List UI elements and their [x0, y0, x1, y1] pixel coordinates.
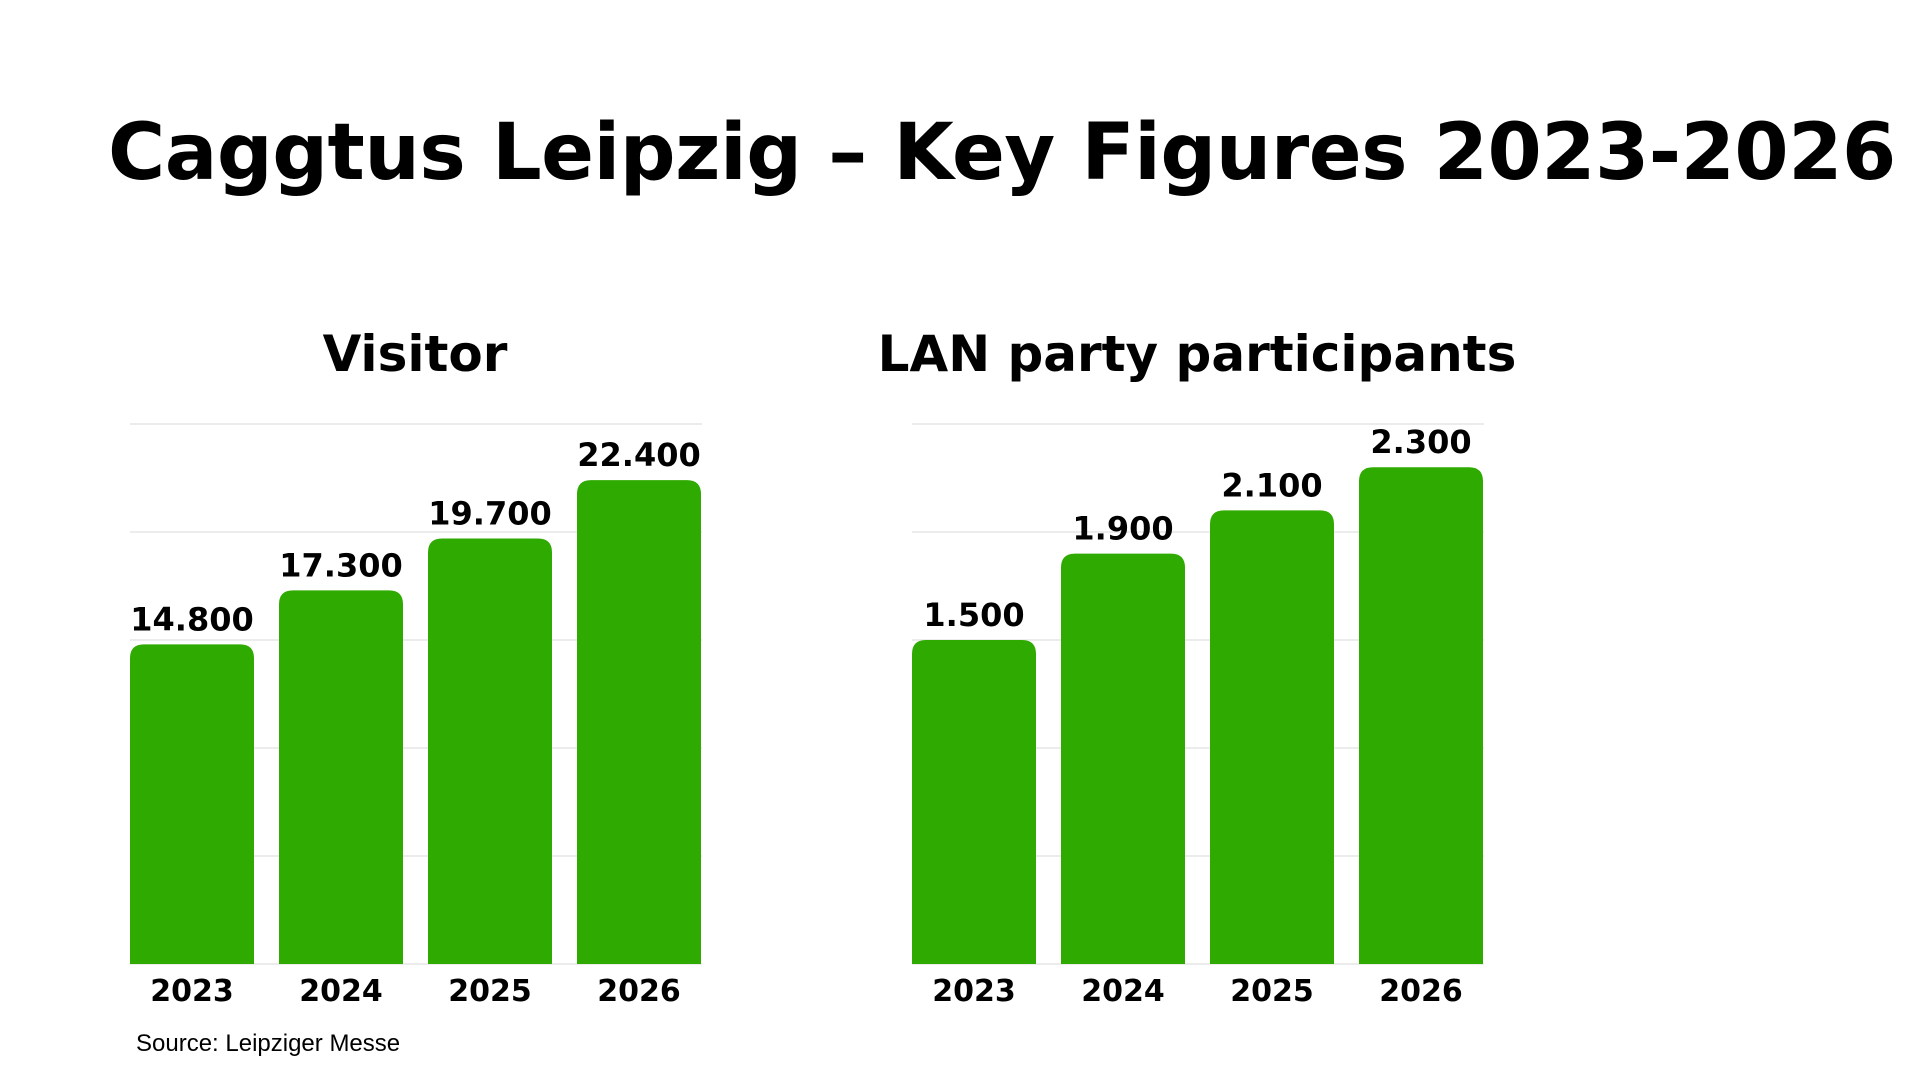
value-label: 17.300: [279, 546, 402, 584]
category-label: 2025: [1230, 974, 1314, 1009]
page-title: Caggtus Leipzig – Key Figures 2023-2026: [108, 108, 1896, 198]
source-note: Source: Leipziger Messe: [136, 1030, 401, 1057]
bar-2024: [279, 590, 403, 964]
value-label: 19.700: [428, 494, 551, 532]
value-label: 1.500: [923, 596, 1024, 634]
value-label: 2.100: [1221, 466, 1322, 504]
category-label: 2023: [150, 974, 234, 1009]
category-label: 2026: [597, 974, 681, 1009]
value-label: 14.800: [130, 600, 253, 638]
chart-2: LAN party participants 1.500 2023 1.900 2024…: [878, 325, 1517, 1009]
bar-2023: [130, 644, 254, 964]
bar-2023: [912, 640, 1036, 964]
category-label: 2024: [1081, 974, 1165, 1009]
bar-2025: [428, 538, 552, 964]
value-label: 1.900: [1072, 510, 1173, 548]
chart-1: Visitor 14.800 2023 17.300 2024 19.700 2025 22.…: [130, 325, 702, 1009]
bar-2024: [1061, 553, 1185, 964]
bar-2025: [1210, 510, 1334, 964]
bar-2026: [1359, 467, 1483, 964]
category-label: 2025: [448, 974, 532, 1009]
category-label: 2023: [932, 974, 1016, 1009]
bar-2026: [577, 480, 701, 964]
value-label: 22.400: [577, 436, 700, 474]
category-label: 2024: [299, 974, 383, 1009]
chart-title: Visitor: [323, 325, 508, 383]
chart-title: LAN party participants: [878, 325, 1517, 383]
category-label: 2026: [1379, 974, 1463, 1009]
value-label: 2.300: [1370, 423, 1471, 461]
